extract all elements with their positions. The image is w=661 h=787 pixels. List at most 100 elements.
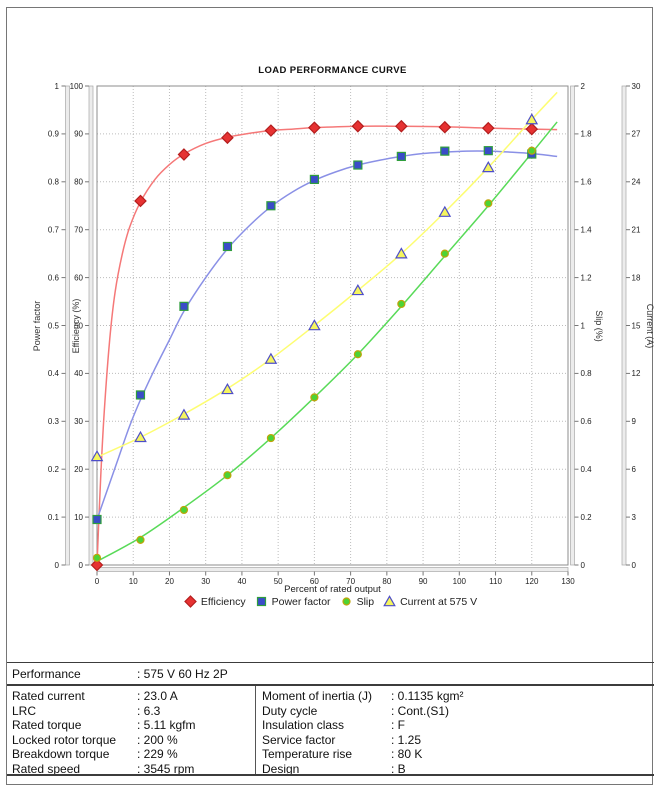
svg-text:0: 0 <box>581 561 586 570</box>
svg-text:0.9: 0.9 <box>48 130 60 139</box>
svg-text:0.5: 0.5 <box>48 321 60 330</box>
svg-text:0.7: 0.7 <box>48 226 60 235</box>
row-label: Locked rotor torque <box>12 732 117 747</box>
series-slip-markers <box>92 146 536 562</box>
svg-text:21: 21 <box>632 226 641 235</box>
row-label: LRC <box>12 703 37 718</box>
svg-text:0.2: 0.2 <box>581 513 593 522</box>
svg-text:90: 90 <box>419 577 428 586</box>
row-label: Duty cycle <box>262 703 318 718</box>
svg-text:120: 120 <box>525 577 539 586</box>
svg-text:40: 40 <box>74 369 83 378</box>
series-efficiency-markers <box>90 119 539 572</box>
svg-text:80: 80 <box>382 577 391 586</box>
series-power_factor-markers <box>92 146 537 525</box>
svg-text:27: 27 <box>632 130 641 139</box>
svg-text:0.4: 0.4 <box>581 465 593 474</box>
svg-text:18: 18 <box>632 273 641 282</box>
table-border-bottom <box>7 774 654 776</box>
slip-circle-icon <box>340 595 353 608</box>
table-left-labels: Rated current LRC Rated torque Locked ro… <box>12 689 116 777</box>
table-right-labels: Moment of inertia (J) Duty cycle Insulat… <box>262 689 372 777</box>
table-divider-vertical <box>255 686 256 774</box>
svg-text:15: 15 <box>632 321 641 330</box>
svg-text:1.2: 1.2 <box>581 273 593 282</box>
svg-text:0: 0 <box>55 561 60 570</box>
row-value: : 0.1135 kgm² <box>391 689 464 703</box>
svg-text:3: 3 <box>632 513 637 522</box>
legend-label: Power factor <box>271 595 331 608</box>
chart-title: LOAD PERFORMANCE CURVE <box>258 65 407 76</box>
svg-text:2: 2 <box>581 82 586 91</box>
svg-text:9: 9 <box>632 417 637 426</box>
svg-text:0.6: 0.6 <box>581 417 593 426</box>
legend-label: Current at 575 V <box>400 595 478 608</box>
row-value: : 575 V 60 Hz 2P <box>137 667 228 681</box>
row-value: : 23.0 A <box>137 689 178 703</box>
svg-text:30: 30 <box>74 417 83 426</box>
svg-text:0.1: 0.1 <box>48 513 60 522</box>
svg-text:0.4: 0.4 <box>48 369 60 378</box>
svg-text:24: 24 <box>632 178 641 187</box>
row-value: : 6.3 <box>137 703 161 718</box>
row-label: Service factor <box>262 732 336 747</box>
svg-text:130: 130 <box>561 577 575 586</box>
svg-text:0.8: 0.8 <box>48 178 60 187</box>
row-value: : 80 K <box>391 747 423 762</box>
row-value: : 5.11 kgfm <box>137 718 196 733</box>
svg-text:70: 70 <box>346 577 355 586</box>
legend-item-power-factor: Power factor <box>255 595 331 608</box>
row-label: Moment of inertia (J) <box>262 689 373 703</box>
row-label: Performance <box>12 667 81 681</box>
legend-item-slip: Slip <box>340 595 375 608</box>
series-current-markers <box>90 113 539 462</box>
row-label: Rated speed <box>12 761 81 776</box>
svg-text:0: 0 <box>79 561 84 570</box>
legend-label: Efficiency <box>200 595 246 608</box>
row-value: : 200 % <box>137 732 178 747</box>
legend-label: Slip <box>356 595 375 608</box>
row-label: Insulation class <box>262 718 345 733</box>
efficiency-diamond-icon <box>184 595 197 608</box>
table-left-values: : 23.0 A : 6.3 : 5.11 kgfm : 200 % : 229… <box>137 689 195 777</box>
row-label: Breakdown torque <box>12 747 110 762</box>
row-value: : F <box>391 718 405 733</box>
svg-text:50: 50 <box>274 577 283 586</box>
series-power_factor-curve <box>96 150 558 520</box>
svg-text:10: 10 <box>129 577 138 586</box>
svg-text:30: 30 <box>201 577 210 586</box>
svg-text:1: 1 <box>55 82 60 91</box>
axis-title-slip: Slip (%) <box>594 310 604 342</box>
svg-text:70: 70 <box>74 226 83 235</box>
chart-legend: Efficiency Power factor Slip Current at … <box>0 595 661 608</box>
row-label: Design <box>262 761 300 776</box>
svg-text:0.6: 0.6 <box>48 273 60 282</box>
row-label: Temperature rise <box>262 747 353 762</box>
svg-text:1.4: 1.4 <box>581 226 593 235</box>
svg-text:20: 20 <box>165 577 174 586</box>
table-right-values: : 0.1135 kgm² : Cont.(S1) : F : 1.25 : 8… <box>391 689 463 777</box>
svg-text:0.2: 0.2 <box>48 465 60 474</box>
svg-text:0: 0 <box>632 561 637 570</box>
table-divider-horizontal <box>7 684 654 686</box>
svg-text:10: 10 <box>74 513 83 522</box>
performance-table: Performance : 575 V 60 Hz 2P Rated curre… <box>7 662 654 776</box>
svg-text:80: 80 <box>74 178 83 187</box>
svg-text:20: 20 <box>74 465 83 474</box>
svg-text:100: 100 <box>70 82 84 91</box>
power-factor-square-icon <box>255 595 268 608</box>
axis-title-efficiency: Efficiency (%) <box>71 298 81 354</box>
axis-title-current: Current (A) <box>645 303 655 349</box>
row-label: Rated current <box>12 689 85 703</box>
current-triangle-icon <box>383 595 396 608</box>
svg-text:1: 1 <box>581 321 586 330</box>
legend-item-current: Current at 575 V <box>383 595 477 608</box>
svg-text:60: 60 <box>74 273 83 282</box>
row-value: : 3545 rpm <box>137 761 195 776</box>
svg-text:0: 0 <box>95 577 100 586</box>
svg-text:50: 50 <box>74 321 83 330</box>
series-efficiency-curve <box>96 125 558 566</box>
row-value: : Cont.(S1) <box>391 703 450 718</box>
svg-text:12: 12 <box>632 369 641 378</box>
